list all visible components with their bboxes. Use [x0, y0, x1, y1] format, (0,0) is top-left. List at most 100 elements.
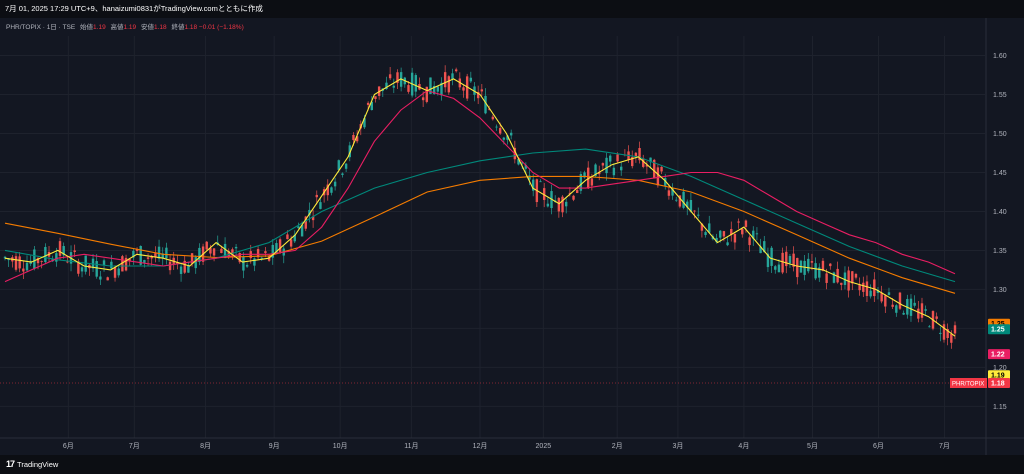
- price-label: 1.22: [991, 352, 1005, 359]
- brand-label: TradingView: [17, 459, 59, 469]
- candle-body: [829, 263, 832, 267]
- candle-body: [612, 167, 616, 176]
- y-tick-label: 1.30: [993, 287, 1007, 294]
- y-tick-label: 1.55: [993, 92, 1007, 99]
- candle-body: [583, 172, 586, 178]
- candle-body: [194, 257, 197, 269]
- candle-body: [737, 221, 740, 223]
- candle-body: [223, 243, 227, 258]
- candle-body: [370, 101, 373, 111]
- candle-body: [656, 167, 660, 186]
- candle-body: [759, 246, 762, 254]
- candle-body: [744, 220, 748, 227]
- candle-body: [920, 303, 924, 318]
- candle-body: [146, 257, 150, 259]
- candle-body: [110, 261, 113, 269]
- candle-body: [176, 262, 179, 264]
- candle-body: [289, 239, 293, 247]
- candle-body: [154, 253, 157, 258]
- price-chart[interactable]: 1.60 1.55 1.50 1.45 1.40 1.35 1.30 1.25 1.20 1.15…: [0, 18, 1024, 455]
- x-tick-label: 6月: [63, 442, 74, 450]
- candle-body: [887, 292, 891, 295]
- price-label-box: [988, 370, 1010, 381]
- candle-body: [179, 266, 183, 274]
- candle-body: [730, 228, 733, 235]
- candle-body: [374, 96, 377, 99]
- candle-body: [664, 178, 667, 186]
- chart-area[interactable]: 1.60 1.55 1.50 1.45 1.40 1.35 1.30 1.25 1.20 1.15…: [0, 18, 1024, 455]
- candle-body: [297, 226, 300, 229]
- x-tick-label: 8月: [200, 442, 211, 450]
- x-tick-label: 5月: [807, 442, 818, 450]
- x-tick-label: 3月: [672, 442, 683, 450]
- candle-body: [642, 158, 645, 167]
- candle-body: [528, 175, 531, 180]
- candle-body: [476, 91, 480, 99]
- y-tick-label: 1.15: [993, 404, 1007, 411]
- open-value: 1.19: [93, 24, 106, 31]
- candle-body: [880, 292, 883, 302]
- candle-body: [682, 191, 685, 208]
- candle-body: [722, 231, 726, 237]
- candle-body: [836, 268, 839, 283]
- candle-body: [796, 257, 799, 278]
- candle-body: [469, 77, 473, 82]
- candle-body: [851, 271, 854, 284]
- candle-body: [275, 243, 278, 253]
- candle-body: [858, 284, 861, 291]
- candle-body: [183, 260, 186, 273]
- candle-body: [344, 163, 348, 169]
- candle-body: [220, 248, 223, 254]
- candle-body: [898, 292, 902, 309]
- candle-body: [22, 268, 25, 272]
- candle-body: [73, 250, 76, 253]
- x-tick-label: 6月: [873, 442, 884, 450]
- candle-body: [649, 157, 652, 163]
- candle-body: [212, 248, 216, 256]
- candle-body: [763, 241, 766, 253]
- candle-body: [3, 256, 7, 259]
- candle-body: [432, 85, 436, 94]
- candle-body: [205, 241, 208, 250]
- candle-body: [168, 261, 172, 271]
- tradingview-logo[interactable]: 17 TradingView: [6, 459, 58, 469]
- candle-body: [579, 174, 583, 191]
- y-tick-label: 1.40: [993, 209, 1007, 216]
- candle-body: [480, 89, 484, 92]
- open-label: 始値: [80, 24, 94, 31]
- candle-body: [953, 325, 957, 334]
- candle-body: [598, 171, 601, 175]
- candle-body: [587, 167, 590, 189]
- candle-body: [487, 108, 491, 110]
- candle-body: [865, 281, 869, 296]
- candle-body: [491, 116, 495, 120]
- candle-body: [564, 201, 568, 207]
- candle-body: [781, 252, 784, 273]
- candle-body: [594, 164, 597, 177]
- candle-body: [909, 298, 913, 316]
- candle-body: [117, 268, 120, 276]
- candle-body: [36, 258, 40, 264]
- y-tick-label: 1.45: [993, 170, 1007, 177]
- candle-body: [436, 86, 440, 92]
- price-label: 1.25: [991, 327, 1005, 334]
- candle-body: [803, 260, 806, 275]
- candle-body: [102, 260, 106, 266]
- candle-body: [766, 253, 770, 268]
- candle-body: [942, 324, 946, 340]
- moving-average-line: [4, 89, 956, 283]
- candle-body: [572, 195, 575, 200]
- y-tick-label: 1.60: [993, 53, 1007, 60]
- candle-body: [946, 329, 949, 339]
- candle-body: [128, 259, 131, 261]
- candle-body: [157, 246, 161, 259]
- candle-body: [451, 73, 454, 80]
- candle-body: [638, 148, 641, 161]
- candle-body: [44, 246, 47, 263]
- candle-body: [311, 216, 315, 221]
- candle-body: [124, 257, 128, 271]
- candle-body: [928, 326, 931, 328]
- price-label-box: [988, 349, 1010, 360]
- candle-body: [245, 264, 249, 267]
- candle-body: [234, 246, 238, 249]
